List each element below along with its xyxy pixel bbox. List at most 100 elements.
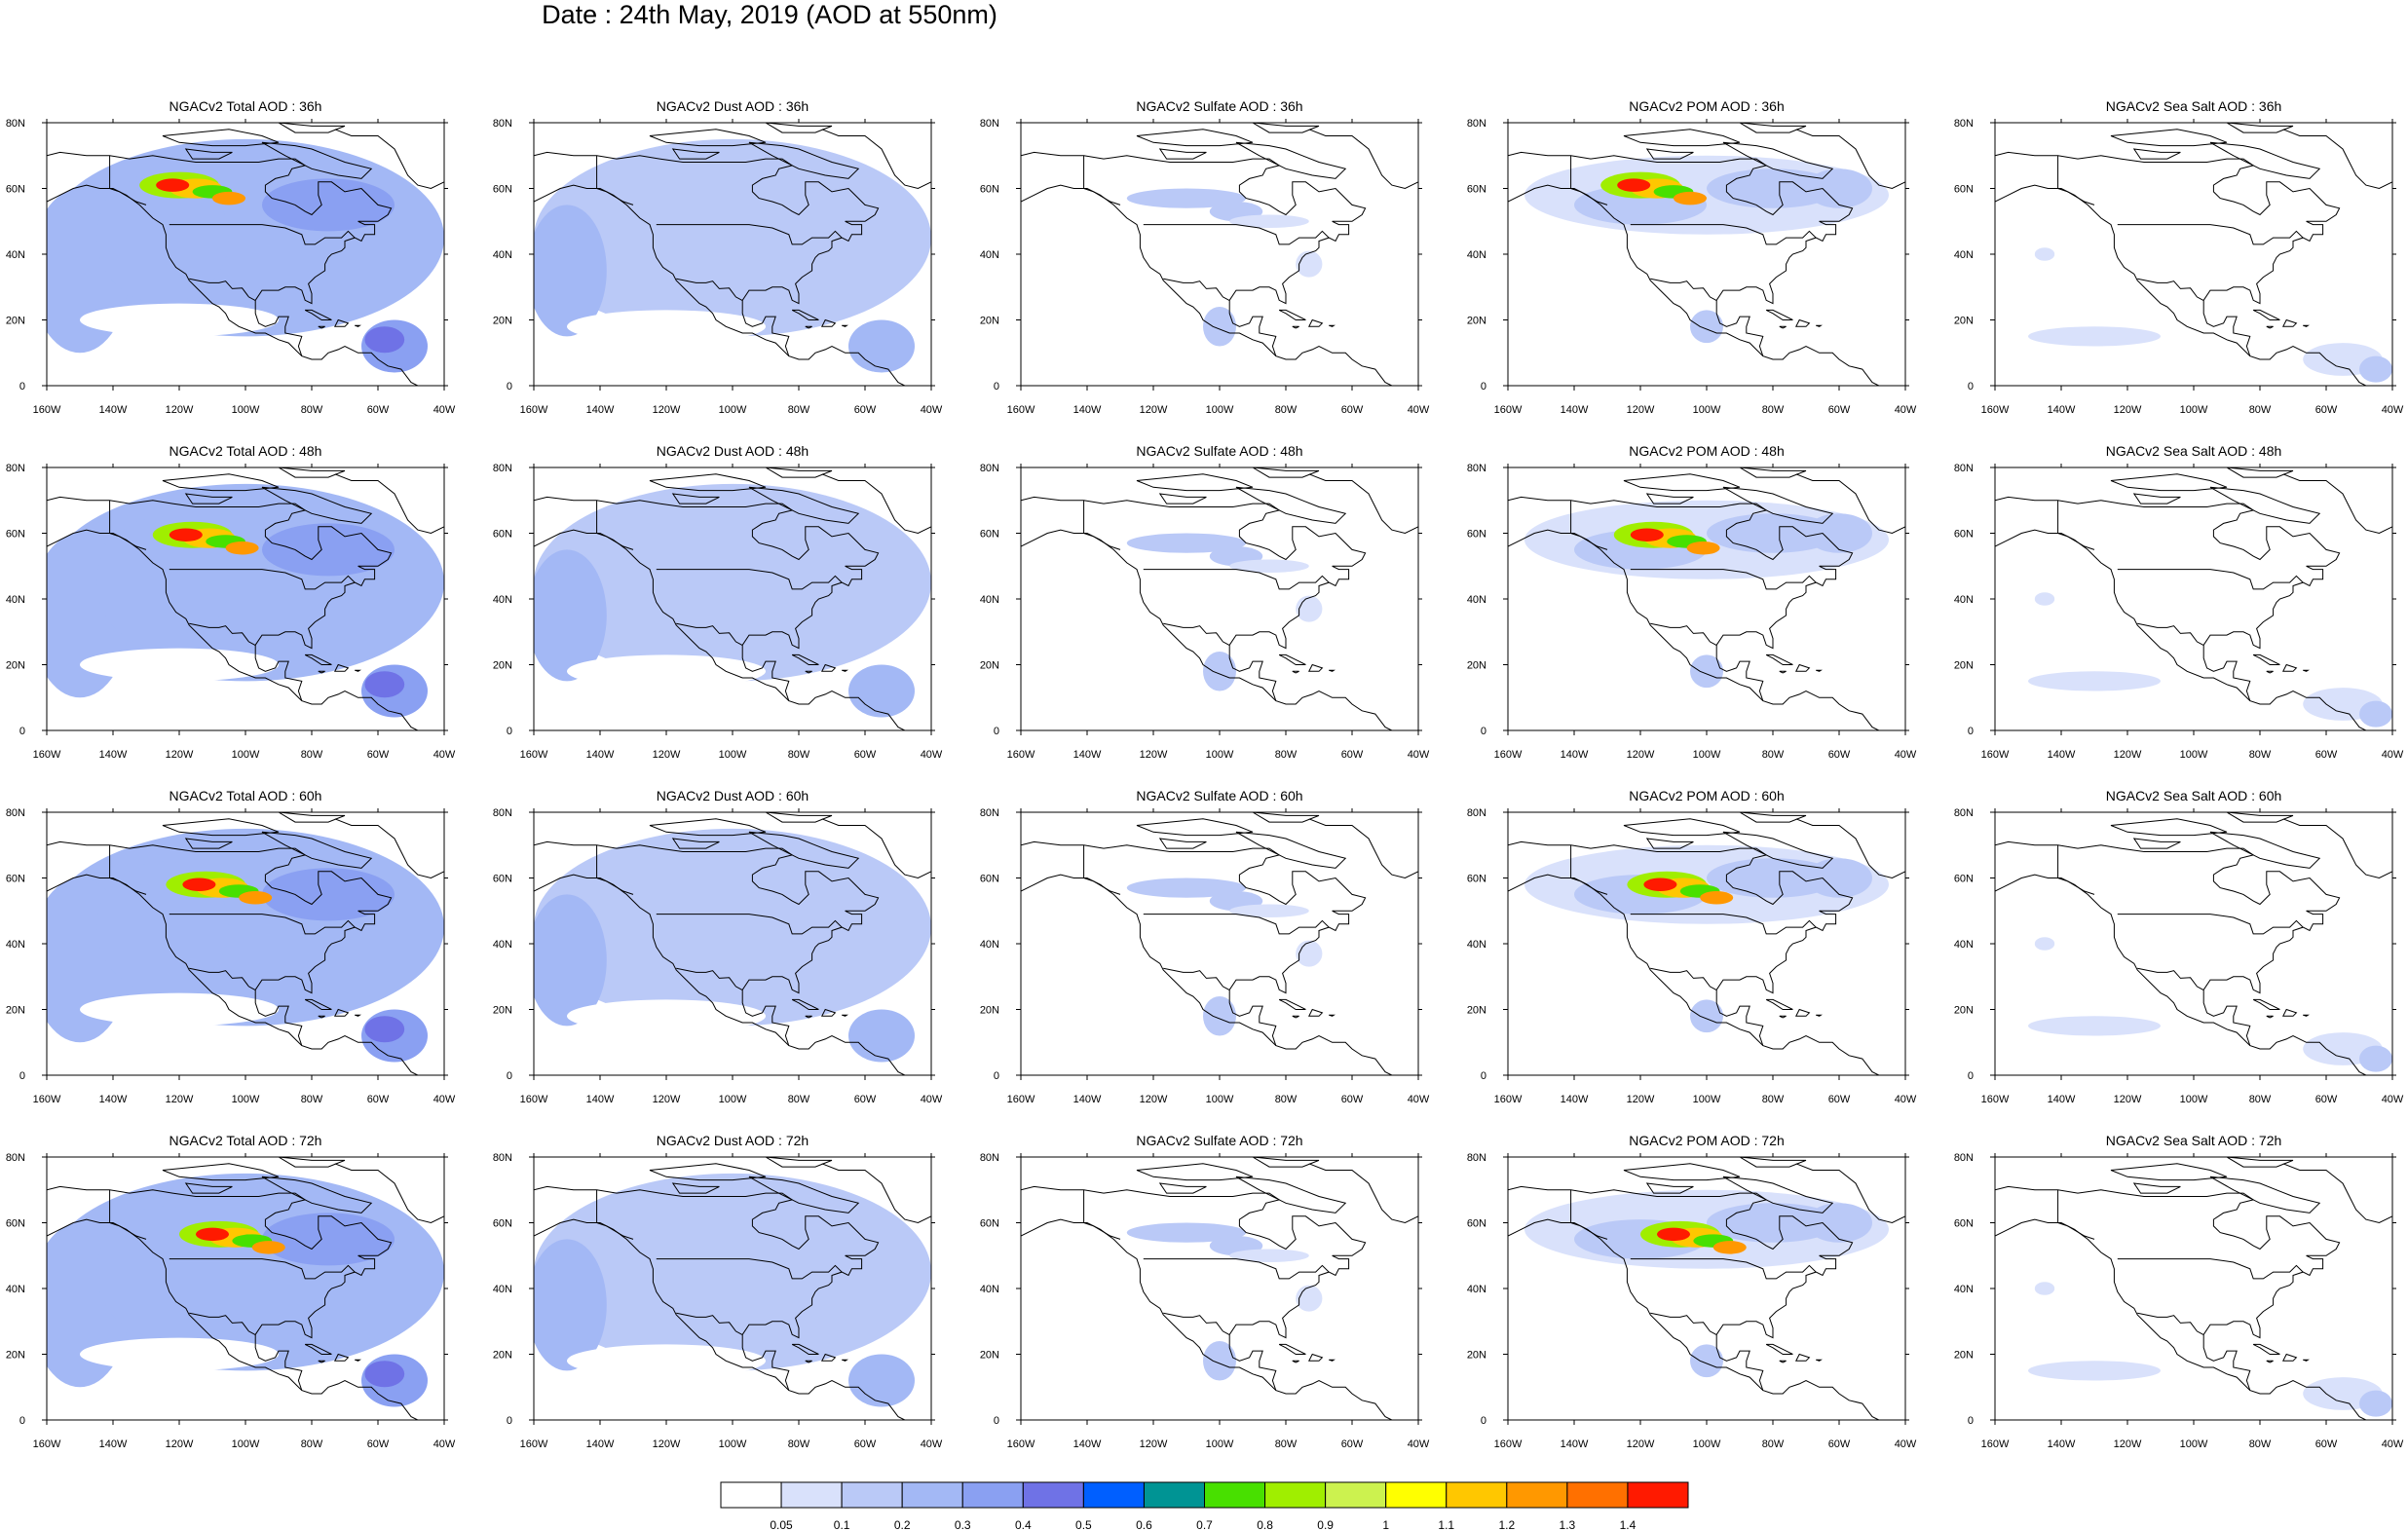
lon-tick-label: 100W [1693, 1438, 1721, 1450]
lon-tick-label: 160W [1981, 1438, 2010, 1450]
aod-field [1524, 155, 1889, 344]
aod-cell [1229, 559, 1309, 573]
lat-tick-label: 20N [1467, 1350, 1486, 1362]
colorbar-swatch [1204, 1481, 1266, 1509]
lon-tick-label: 120W [653, 1438, 681, 1450]
colorbar-swatch [901, 1481, 963, 1509]
panel-title: NGACv2 Dust AOD : 36h [657, 98, 809, 114]
lat-tick-label: 20N [1954, 1005, 1974, 1017]
lat-tick-label: 20N [1954, 660, 1974, 672]
lat-tick-label: 20N [493, 316, 512, 327]
lon-tick-label: 100W [2180, 749, 2208, 761]
lon-tick-label: 80W [1275, 1094, 1298, 1105]
aod-cell [2034, 592, 2055, 606]
colorbar-swatch [1325, 1481, 1387, 1509]
lon-tick-label: 80W [1762, 1438, 1785, 1450]
figure-title: Date : 24th May, 2019 (AOD at 550nm) [542, 0, 997, 29]
colorbar-label: 0.2 [894, 1518, 911, 1531]
aod-cell [567, 1344, 766, 1378]
aod-cell [364, 326, 405, 354]
lat-tick-label: 20N [980, 1350, 999, 1362]
lon-tick-label: 120W [653, 404, 681, 416]
lat-tick-label: 60N [980, 184, 999, 196]
lon-tick-label: 40W [1408, 1094, 1430, 1105]
coastlines [1508, 123, 1905, 386]
lat-tick-label: 20N [493, 1350, 512, 1362]
lat-tick-label: 40N [1467, 939, 1486, 951]
lon-tick-label: 60W [2315, 749, 2338, 761]
lon-tick-label: 140W [1073, 404, 1102, 416]
aod-field [47, 483, 444, 718]
lat-tick-label: 80N [1954, 118, 1974, 130]
lon-tick-label: 40W [1408, 404, 1430, 416]
lon-tick-label: 120W [2114, 749, 2142, 761]
lon-tick-label: 80W [2249, 1094, 2272, 1105]
aod-cell [848, 1009, 915, 1063]
lon-tick-label: 100W [1206, 1094, 1234, 1105]
map-panel: NGACv2 POM AOD : 72h 160W 140W 120W 100W 80W 6… [1467, 1133, 1917, 1450]
panel-title: NGACv2 Total AOD : 36h [169, 98, 322, 114]
lat-tick-label: 40N [980, 939, 999, 951]
colorbar-label: 1.1 [1438, 1518, 1454, 1531]
lat-tick-label: 60N [1467, 874, 1486, 885]
panel-title: NGACv2 Sulfate AOD : 72h [1136, 1133, 1302, 1148]
lon-tick-label: 80W [2249, 404, 2272, 416]
colorbar-swatch [1506, 1481, 1568, 1509]
lon-tick-label: 140W [586, 1094, 615, 1105]
lat-tick-label: 0 [19, 381, 25, 392]
lat-tick-label: 0 [1968, 381, 1974, 392]
lat-tick-label: 80N [6, 1152, 25, 1164]
aod-cell [1686, 541, 1720, 555]
panel-title: NGACv2 Sea Salt AOD : 36h [2106, 98, 2282, 114]
lat-tick-label: 40N [493, 1284, 512, 1295]
lon-tick-label: 60W [1341, 749, 1364, 761]
lon-tick-label: 40W [1895, 404, 1917, 416]
panel-title: NGACv2 Sulfate AOD : 60h [1136, 788, 1302, 803]
aod-cell [96, 516, 229, 649]
aod-cell [1806, 858, 1872, 898]
lon-tick-label: 160W [520, 404, 548, 416]
lat-tick-label: 60N [980, 529, 999, 541]
map-panel: NGACv2 Sulfate AOD : 48h 160W 140W 120W 100W… [980, 443, 1430, 761]
aod-field [1126, 878, 1323, 1036]
aod-cell [1690, 654, 1723, 689]
aod-cell [156, 178, 190, 192]
lon-tick-label: 60W [367, 404, 390, 416]
lat-tick-label: 0 [507, 1415, 512, 1427]
coastlines [47, 467, 444, 730]
aod-cell [1806, 1203, 1872, 1243]
lon-tick-label: 60W [367, 749, 390, 761]
lon-tick-label: 140W [1073, 1094, 1102, 1105]
colorbar-swatch [1385, 1481, 1448, 1509]
lat-tick-label: 80N [493, 1152, 512, 1164]
lon-tick-label: 60W [2315, 404, 2338, 416]
aod-cell [567, 654, 766, 689]
lon-tick-label: 100W [232, 404, 260, 416]
lon-tick-label: 100W [1206, 749, 1234, 761]
lon-tick-label: 160W [1007, 749, 1035, 761]
aod-cell [848, 319, 915, 373]
lon-tick-label: 80W [1275, 749, 1298, 761]
colorbar-swatch [1446, 1481, 1508, 1509]
aod-cell [2034, 937, 2055, 951]
lat-tick-label: 60N [6, 1218, 25, 1230]
lon-tick-label: 100W [1206, 1438, 1234, 1450]
lat-tick-label: 20N [1467, 316, 1486, 327]
coastlines [1995, 467, 2392, 730]
map-panel: NGACv2 POM AOD : 48h 160W 140W 120W 100W 80W 6… [1467, 443, 1917, 761]
lat-tick-label: 40N [6, 939, 25, 951]
aod-cell [1806, 168, 1872, 208]
lon-tick-label: 60W [1828, 1438, 1851, 1450]
lat-tick-label: 20N [1467, 660, 1486, 672]
aod-cell [2359, 700, 2392, 728]
aod-cell [1229, 904, 1309, 917]
lon-tick-label: 120W [653, 1094, 681, 1105]
aod-cell [2028, 1361, 2161, 1381]
aod-field [2028, 937, 2392, 1072]
lon-tick-label: 60W [1341, 1094, 1364, 1105]
lon-tick-label: 120W [1627, 1438, 1655, 1450]
lon-tick-label: 140W [2048, 404, 2076, 416]
lat-tick-label: 80N [493, 807, 512, 819]
lon-tick-label: 100W [719, 749, 747, 761]
panel-title: NGACv2 Total AOD : 48h [169, 443, 322, 459]
